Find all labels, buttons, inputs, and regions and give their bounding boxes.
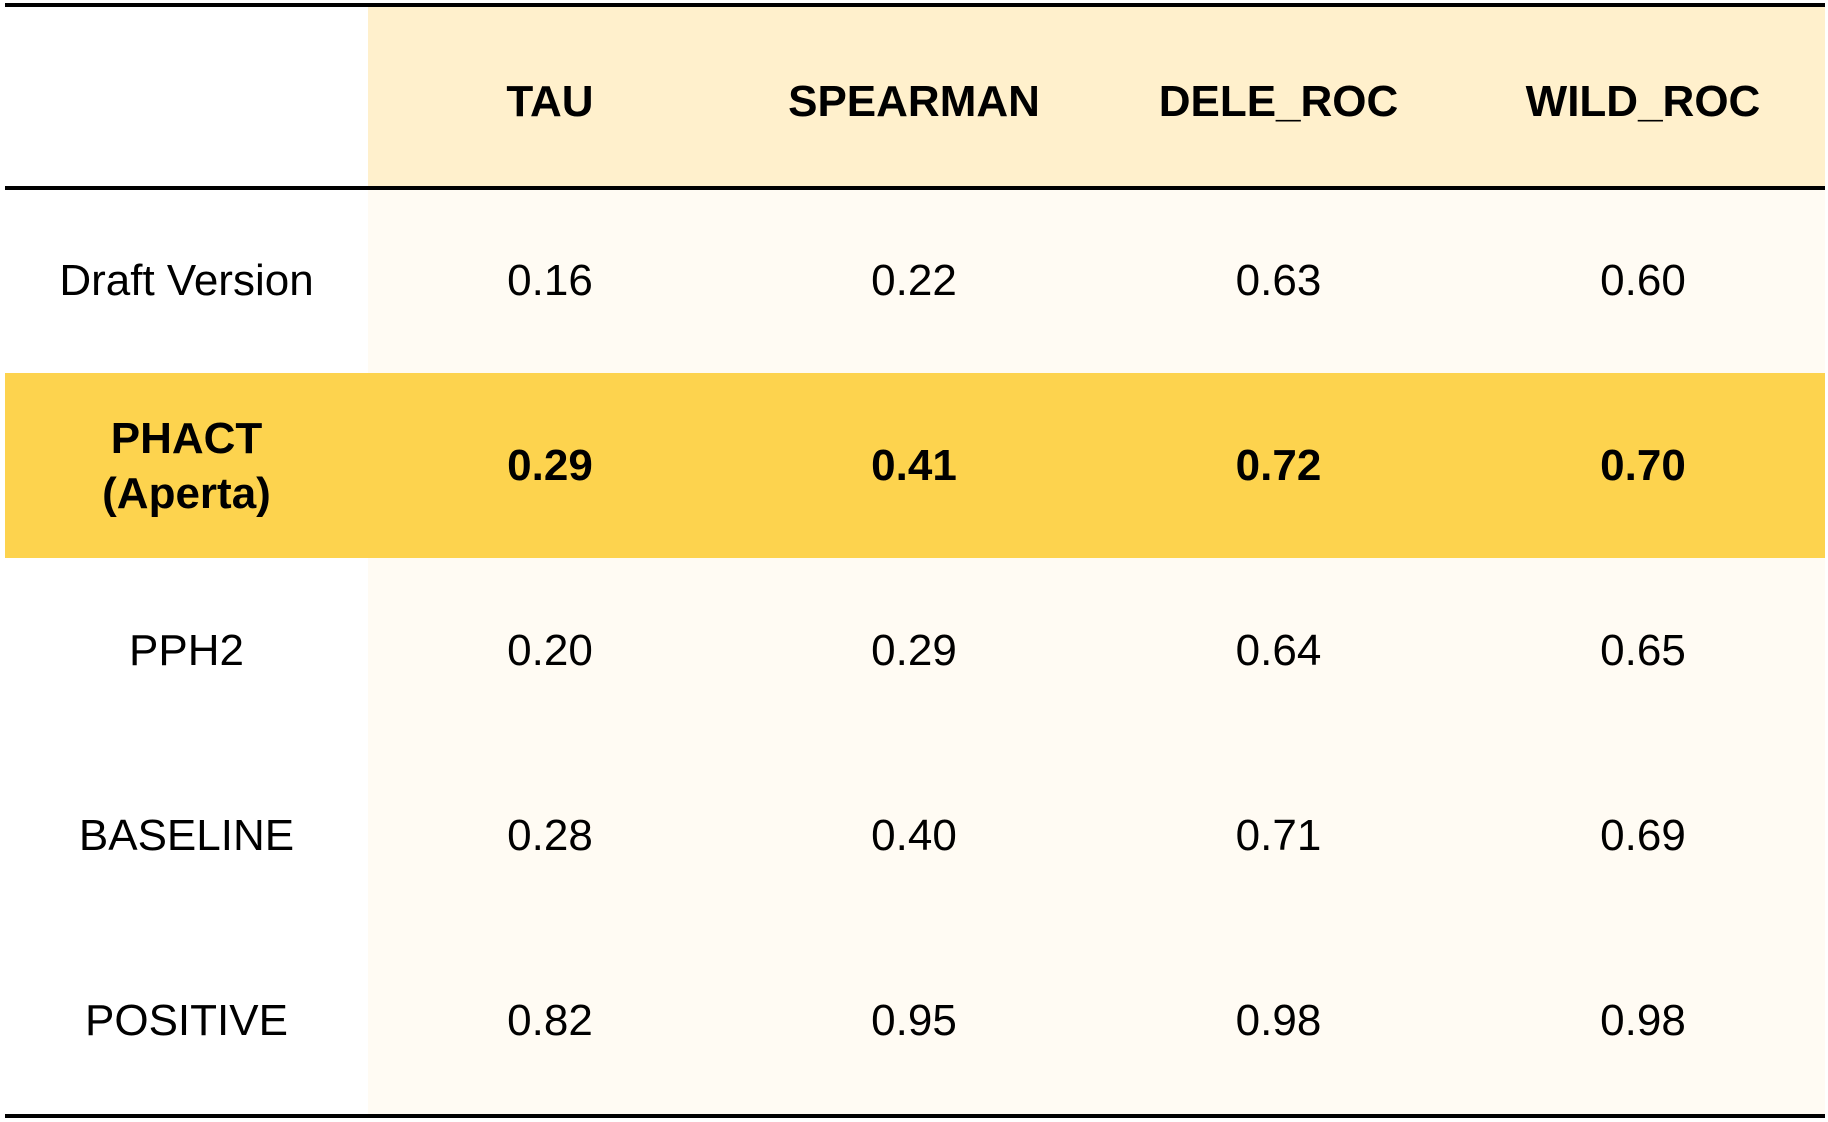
- cell-pph2-tau: 0.20: [507, 626, 593, 675]
- header-spearman: SPEARMAN: [788, 77, 1040, 126]
- cell-baseline-dele-roc: 0.71: [1235, 811, 1322, 860]
- cell-baseline-tau: 0.28: [507, 811, 593, 860]
- cell-positive-dele-roc: 0.98: [1235, 996, 1322, 1045]
- cell-phact-tau: 0.29: [368, 373, 732, 558]
- bottom-rule: [5, 1114, 1825, 1118]
- cell-draft-version-wild-roc: 0.60: [1600, 256, 1686, 305]
- table-grid: TAU SPEARMAN DELE_ROC WILD_ROC Draft Ver…: [5, 0, 1825, 1113]
- cell-positive-wild-roc: 0.98: [1600, 996, 1686, 1045]
- cell-pph2-spearman: 0.29: [871, 626, 957, 675]
- cell-pph2-dele-roc: 0.64: [1235, 626, 1322, 675]
- results-table: TAU SPEARMAN DELE_ROC WILD_ROC Draft Ver…: [5, 0, 1825, 1122]
- cell-draft-version-tau: 0.16: [507, 256, 593, 305]
- cell-draft-version-spearman: 0.22: [871, 256, 957, 305]
- row-label-baseline: BASELINE: [78, 811, 295, 860]
- header-corner: [5, 5, 368, 188]
- cell-phact-dele-roc: 0.72: [1096, 373, 1461, 558]
- header-wild-roc: WILD_ROC: [1525, 77, 1761, 126]
- cell-baseline-wild-roc: 0.69: [1600, 811, 1686, 860]
- row-label-draft-version: Draft Version: [59, 256, 314, 305]
- header-rule: [5, 186, 1825, 190]
- row-label-positive: POSITIVE: [85, 996, 288, 1045]
- header-background: [368, 5, 1825, 188]
- cell-phact-spearman: 0.41: [732, 373, 1096, 558]
- data-columns-background: [368, 5, 1825, 1117]
- cell-draft-version-dele-roc: 0.63: [1235, 256, 1322, 305]
- row-label-phact-aperta: PHACT (Aperta): [5, 373, 368, 558]
- cell-phact-wild-roc: 0.70: [1461, 373, 1825, 558]
- cell-baseline-spearman: 0.40: [871, 811, 957, 860]
- header-tau: TAU: [506, 77, 594, 126]
- row-label-pph2: PPH2: [129, 626, 244, 675]
- cell-pph2-wild-roc: 0.65: [1600, 626, 1686, 675]
- header-dele-roc: DELE_ROC: [1158, 77, 1399, 126]
- cell-positive-tau: 0.82: [507, 996, 593, 1045]
- top-rule: [5, 3, 1825, 7]
- cell-positive-spearman: 0.95: [871, 996, 957, 1045]
